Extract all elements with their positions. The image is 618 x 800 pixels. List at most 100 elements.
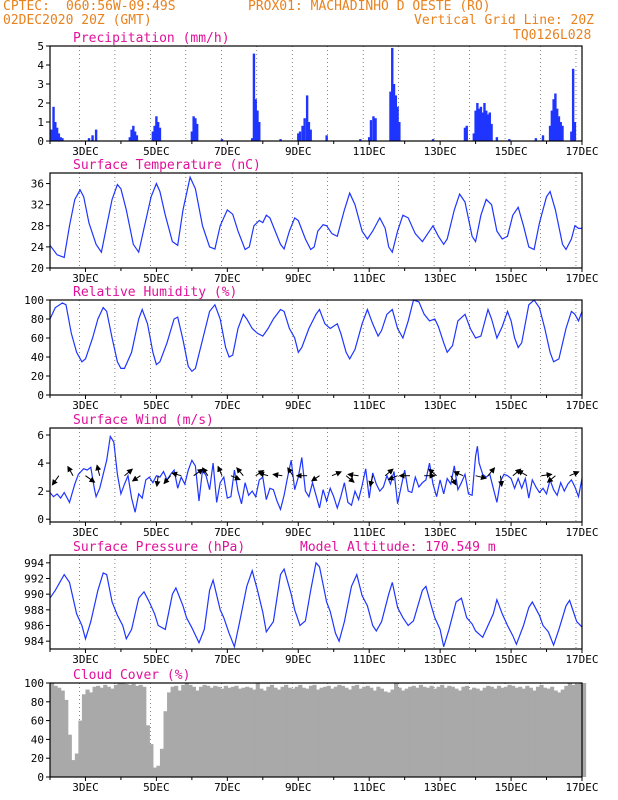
cloud-bar xyxy=(440,684,445,777)
x-tick-label: 7DEC xyxy=(214,781,241,794)
wind-vector-arrow xyxy=(331,471,342,477)
wind-vector-arrow xyxy=(202,467,209,476)
precip-bar xyxy=(135,135,139,141)
panel-title: Surface Pressure (hPa) xyxy=(73,540,245,555)
cloud-bar xyxy=(379,688,384,777)
cloud-bar xyxy=(390,689,395,777)
precip-bar xyxy=(54,122,57,141)
panel-title: Relative Humidity (%) xyxy=(73,285,237,300)
panel-frame xyxy=(49,172,583,269)
precip-bar xyxy=(59,137,62,141)
cloud-bar xyxy=(475,688,480,777)
precip-bar xyxy=(573,122,577,141)
precip-bar xyxy=(465,125,468,141)
cloud-bar xyxy=(209,687,214,777)
x-tick-label: 17DEC xyxy=(565,653,598,666)
panel-frame xyxy=(49,554,583,650)
wind-vector-arrow xyxy=(384,468,394,477)
precip-bar xyxy=(486,114,490,141)
cloud-bar xyxy=(163,711,168,777)
cloud-bar xyxy=(355,684,360,777)
precip-bar xyxy=(476,103,479,141)
cloud-bar xyxy=(124,683,129,777)
header-location: PROX01: MACHADINHO D OESTE (RO) xyxy=(248,0,491,14)
panel-annotation: Model Altitude: 170.549 m xyxy=(300,540,496,555)
precip-bar xyxy=(472,133,476,141)
cloud-bar xyxy=(67,734,72,777)
x-tick-label: 13DEC xyxy=(424,272,457,285)
y-tick-label: 986 xyxy=(24,620,44,633)
wind-vector-arrow xyxy=(517,470,528,477)
wind-vector-arrow xyxy=(546,475,556,483)
cloud-bar xyxy=(493,688,498,777)
y-tick-label: 100 xyxy=(24,294,44,307)
precip-bar xyxy=(309,129,312,141)
cloud-bar xyxy=(92,686,97,777)
wind-vector-arrow xyxy=(347,472,359,478)
x-tick-label: 9DEC xyxy=(285,781,312,794)
precip-bar xyxy=(250,138,254,141)
cloud-bar xyxy=(53,685,58,777)
y-tick-label: 24 xyxy=(31,241,45,254)
wind-vector-arrow xyxy=(368,475,375,488)
panel-pressure: 984 986 988 990 992 994 3DEC 5DEC 7DEC 9DEC 11DEC 1… xyxy=(24,540,598,666)
cloud-bar xyxy=(362,686,367,777)
cloud-bar xyxy=(103,684,108,777)
cloud-bar xyxy=(135,685,140,777)
x-tick-label: 11DEC xyxy=(353,399,386,412)
cloud-bar xyxy=(319,687,324,777)
precip-bar xyxy=(305,95,309,141)
wind-series-line xyxy=(49,434,583,513)
precip-bar xyxy=(396,106,399,141)
precip-bar xyxy=(303,118,306,141)
precip-bar xyxy=(52,106,55,141)
cloud-bar xyxy=(330,688,335,777)
cloud-bar xyxy=(567,683,572,777)
x-tick-label: 13DEC xyxy=(424,399,457,412)
x-tick-label: 15DEC xyxy=(495,526,528,539)
precip-bar xyxy=(153,125,156,141)
precip-bar xyxy=(508,139,511,141)
cloud-bar xyxy=(408,686,413,777)
header-coordinates: 060:56W-09:49S xyxy=(66,0,176,14)
cloud-bar xyxy=(443,687,448,777)
cloud-bar xyxy=(411,685,416,777)
precip-bar xyxy=(490,123,493,141)
y-tick-label: 2 xyxy=(37,485,44,498)
x-tick-label: 5DEC xyxy=(143,399,170,412)
cloud-bar xyxy=(564,685,569,777)
y-tick-label: 28 xyxy=(31,220,44,233)
x-tick-label: 17DEC xyxy=(565,399,598,412)
precip-bar xyxy=(94,129,98,141)
cloud-bar xyxy=(227,687,232,777)
y-tick-label: 0 xyxy=(37,771,44,784)
x-tick-label: 15DEC xyxy=(495,145,528,158)
cloud-bar xyxy=(500,687,505,777)
x-tick-label: 17DEC xyxy=(565,526,598,539)
cloud-bar xyxy=(457,690,463,777)
x-tick-label: 13DEC xyxy=(424,526,457,539)
cloud-bar xyxy=(372,690,377,777)
cloud-bar xyxy=(425,687,431,777)
panel-frame xyxy=(49,299,583,396)
cloud-bar xyxy=(156,765,161,777)
cloud-bar xyxy=(468,689,473,777)
precip-bar xyxy=(485,110,488,141)
cloud-bar xyxy=(397,687,402,777)
cloud-bar xyxy=(461,686,466,777)
cloud-bar xyxy=(78,720,83,777)
x-tick-label: 3DEC xyxy=(72,272,99,285)
cloud-bar xyxy=(507,684,512,777)
cloud-bar xyxy=(245,686,250,777)
panel-wind: 0 2 4 6 3DEC 5DEC 7DEC 9DEC 11DEC 13DEC 15DEC 17DEC… xyxy=(37,413,598,539)
y-tick-label: 0 xyxy=(37,513,44,526)
cloud-bar xyxy=(305,688,310,777)
panel-temp: 20 24 28 32 36 3DEC 5DEC 7DEC 9DEC 11DEC 13DEC 15DE… xyxy=(31,158,599,285)
cloud-bar xyxy=(106,686,111,777)
cloud-bar xyxy=(120,683,126,777)
cloud-bar xyxy=(429,685,434,777)
wind-vector-arrow xyxy=(475,474,487,480)
cloud-bar xyxy=(404,688,409,777)
precip-bar xyxy=(392,84,396,141)
